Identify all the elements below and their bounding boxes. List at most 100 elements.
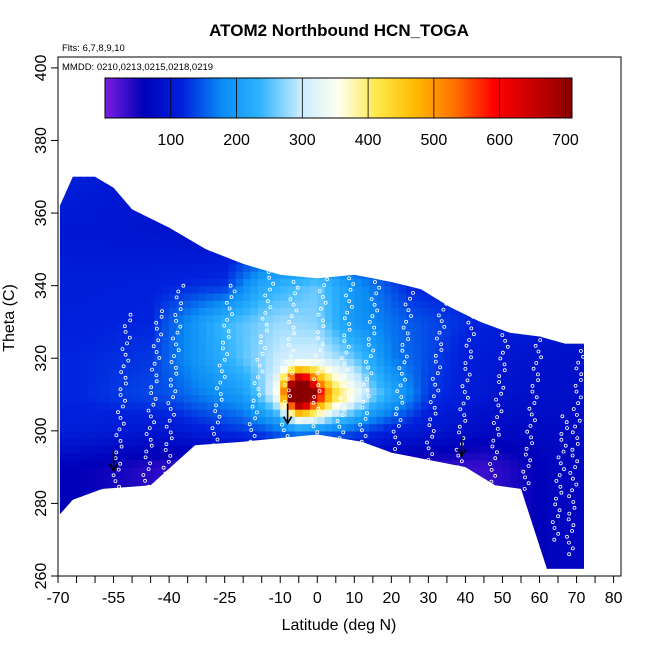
field-cell bbox=[72, 409, 81, 417]
field-cell bbox=[109, 438, 118, 446]
field-cell bbox=[176, 467, 185, 475]
field-cell bbox=[324, 409, 333, 417]
field-cell bbox=[132, 387, 141, 396]
field-cell bbox=[554, 176, 563, 185]
field-cell bbox=[146, 307, 155, 316]
field-cell bbox=[576, 474, 584, 483]
field-cell bbox=[391, 249, 400, 258]
field-cell bbox=[354, 445, 363, 454]
field-cell bbox=[221, 445, 229, 454]
field-cell bbox=[272, 539, 281, 548]
field-cell bbox=[391, 285, 400, 294]
field-cell bbox=[95, 321, 103, 330]
field-cell bbox=[339, 394, 348, 403]
field-cell bbox=[250, 423, 259, 432]
field-cell bbox=[191, 554, 200, 563]
field-cell bbox=[480, 554, 489, 563]
field-cell bbox=[576, 234, 584, 243]
field-cell bbox=[413, 176, 422, 178]
field-cell bbox=[117, 176, 126, 178]
field-cell bbox=[65, 525, 74, 534]
field-cell bbox=[80, 568, 89, 569]
x-tick-label: 70 bbox=[568, 590, 586, 607]
field-cell bbox=[554, 285, 563, 294]
field-cell bbox=[458, 234, 466, 243]
field-cell bbox=[302, 459, 311, 468]
field-cell bbox=[72, 176, 81, 178]
field-cell bbox=[161, 554, 170, 563]
field-cell bbox=[287, 307, 296, 316]
field-cell bbox=[102, 503, 111, 512]
field-cell bbox=[87, 365, 96, 374]
field-cell bbox=[235, 176, 244, 178]
field-cell bbox=[495, 271, 504, 279]
field-cell bbox=[102, 438, 111, 446]
field-cell bbox=[198, 547, 207, 555]
field-cell bbox=[80, 271, 89, 279]
field-cell bbox=[539, 314, 548, 323]
field-cell bbox=[546, 532, 555, 541]
track-point bbox=[366, 394, 371, 399]
field-cell bbox=[198, 510, 207, 519]
field-cell bbox=[309, 380, 318, 388]
field-cell bbox=[198, 503, 207, 512]
field-cell bbox=[435, 278, 444, 287]
field-cell bbox=[59, 547, 66, 555]
field-cell bbox=[561, 561, 570, 569]
field-cell bbox=[517, 278, 526, 287]
field-cell bbox=[472, 409, 481, 417]
field-cell bbox=[169, 430, 178, 439]
field-cell bbox=[317, 438, 326, 446]
field-cell bbox=[235, 481, 244, 490]
field-cell bbox=[169, 292, 178, 301]
field-cell bbox=[339, 292, 348, 301]
field-cell bbox=[109, 184, 118, 192]
track-point bbox=[395, 389, 400, 394]
field-cell bbox=[383, 387, 392, 396]
field-cell bbox=[183, 285, 192, 294]
field-cell bbox=[443, 292, 452, 301]
field-cell bbox=[124, 510, 133, 519]
track-point bbox=[166, 401, 171, 406]
field-cell bbox=[169, 488, 178, 497]
field-cell bbox=[450, 336, 459, 345]
field-cell bbox=[332, 213, 341, 221]
field-cell bbox=[72, 510, 81, 519]
track-point bbox=[288, 394, 292, 399]
field-cell bbox=[309, 314, 318, 323]
field-cell bbox=[495, 554, 504, 563]
field-cell bbox=[265, 365, 274, 374]
field-cell bbox=[546, 213, 555, 221]
field-cell bbox=[480, 307, 489, 316]
field-cell bbox=[154, 336, 163, 345]
field-cell bbox=[117, 510, 126, 519]
field-cell bbox=[539, 554, 548, 563]
field-cell bbox=[502, 496, 511, 505]
track-point bbox=[572, 505, 577, 510]
field-cell bbox=[339, 503, 348, 512]
field-cell bbox=[524, 176, 533, 185]
field-cell bbox=[109, 510, 118, 519]
field-cell bbox=[546, 452, 555, 461]
field-cell bbox=[576, 307, 584, 316]
field-cell bbox=[287, 452, 296, 461]
field-cell bbox=[332, 292, 341, 301]
field-cell bbox=[524, 438, 533, 446]
field-cell bbox=[272, 401, 281, 410]
field-cell bbox=[272, 488, 281, 497]
field-cell bbox=[561, 365, 570, 374]
field-cell bbox=[539, 561, 548, 569]
field-cell bbox=[272, 467, 281, 475]
field-cell bbox=[450, 452, 459, 461]
field-cell bbox=[391, 568, 400, 569]
track-point bbox=[430, 434, 435, 439]
field-cell bbox=[124, 307, 133, 316]
field-cell bbox=[458, 271, 466, 279]
field-cell bbox=[346, 416, 355, 425]
field-cell bbox=[391, 321, 400, 330]
field-cell bbox=[354, 481, 363, 490]
field-cell bbox=[250, 409, 259, 417]
field-cell bbox=[235, 227, 244, 236]
field-cell bbox=[554, 300, 563, 309]
field-cell bbox=[369, 394, 378, 403]
